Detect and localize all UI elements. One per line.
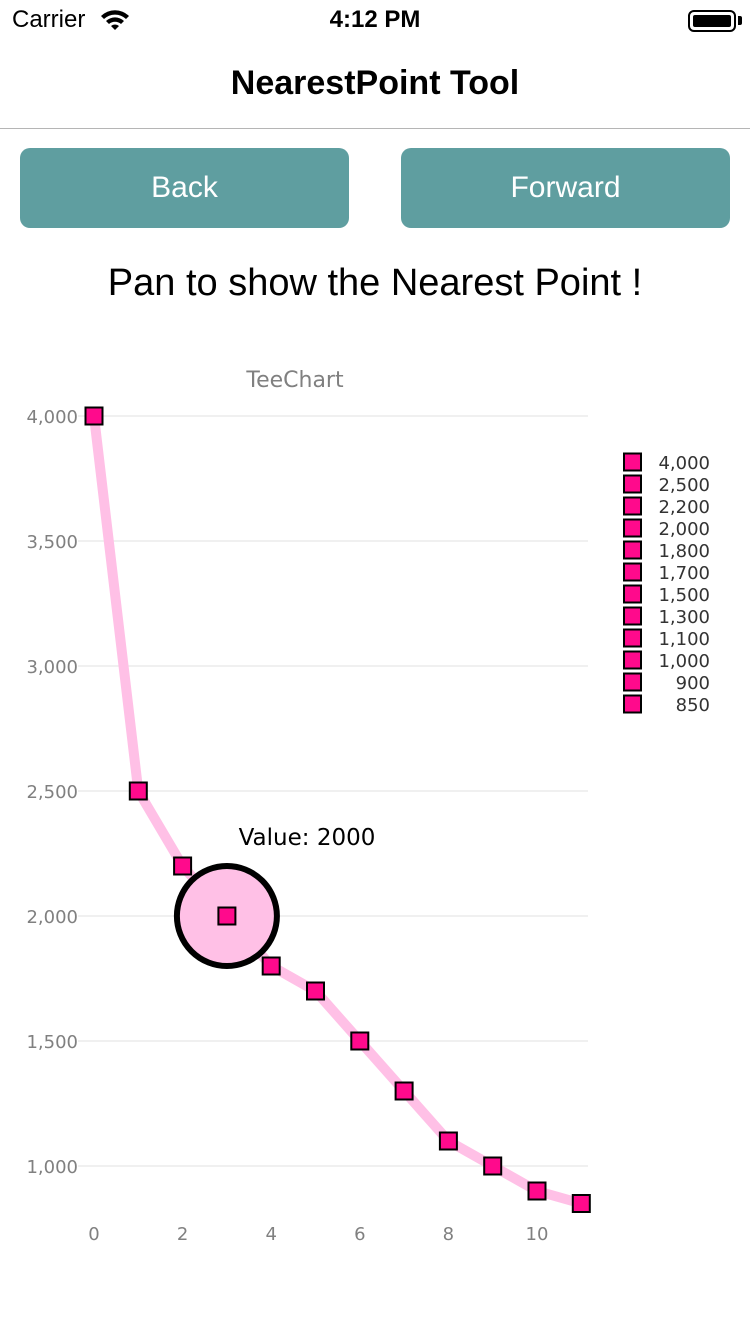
legend-label: 4,000 <box>658 453 710 474</box>
page-title: NearestPoint Tool <box>230 64 520 102</box>
data-point-marker <box>394 1081 414 1101</box>
legend-label: 850 <box>676 695 710 716</box>
legend-marker <box>623 540 642 560</box>
legend-label: 1,500 <box>658 585 710 606</box>
y-tick-label: 2,000 <box>26 907 78 928</box>
y-tick-label: 2,500 <box>26 782 78 803</box>
legend-marker <box>623 584 642 604</box>
legend-label: 2,200 <box>658 497 710 518</box>
wifi-icon <box>101 10 129 30</box>
back-button[interactable]: Back <box>20 148 349 228</box>
battery-icon <box>688 10 736 32</box>
chart-title: TeeChart <box>245 368 344 393</box>
y-tick-label: 3,000 <box>26 657 78 678</box>
data-point-marker <box>128 781 148 801</box>
forward-button[interactable]: Forward <box>401 148 730 228</box>
legend-marker <box>623 496 642 516</box>
data-point-marker <box>84 406 104 426</box>
data-point-marker <box>350 1031 370 1051</box>
legend-marker <box>623 474 642 494</box>
legend-marker <box>623 562 642 582</box>
status-bar: Carrier 4:12 PM <box>0 0 750 40</box>
data-point-marker <box>306 981 325 1001</box>
legend-label: 1,300 <box>658 607 710 628</box>
y-tick-label: 1,000 <box>26 1157 78 1178</box>
x-tick-label: 2 <box>177 1224 188 1245</box>
legend-marker <box>623 606 642 626</box>
data-point-marker <box>173 856 193 876</box>
carrier-label: Carrier <box>12 6 86 33</box>
legend-marker <box>623 650 642 670</box>
instruction-text: Pan to show the Nearest Point ! <box>107 262 643 304</box>
data-point-marker <box>217 906 237 926</box>
y-tick-label: 1,500 <box>26 1032 78 1053</box>
y-tick-label: 3,500 <box>26 532 78 553</box>
x-tick-label: 6 <box>354 1224 365 1245</box>
data-point-marker <box>527 1181 547 1201</box>
y-tick-label: 4,000 <box>26 407 78 428</box>
x-tick-label: 10 <box>526 1224 549 1245</box>
legend-marker <box>623 694 642 714</box>
x-tick-label: 4 <box>265 1224 276 1245</box>
data-point-marker <box>438 1131 458 1151</box>
data-point-marker <box>483 1156 503 1176</box>
legend-marker <box>623 518 642 538</box>
legend-label: 1,100 <box>658 629 710 650</box>
nearest-point-label: Value: 2000 <box>239 825 376 851</box>
x-tick-label: 0 <box>88 1224 99 1245</box>
status-time: 4:12 PM <box>329 6 421 33</box>
legend-label: 1,700 <box>658 563 710 584</box>
legend-marker <box>623 452 642 472</box>
legend-label: 1,000 <box>658 651 710 672</box>
chart[interactable]: TeeChart 1,000 1,500 2,000 2,500 3,000 3,500 4,… <box>0 340 750 1260</box>
legend-label: 900 <box>676 673 710 694</box>
legend-marker <box>623 672 642 692</box>
battery-nub <box>738 16 742 25</box>
legend-marker <box>623 628 642 648</box>
legend-label: 2,000 <box>658 519 710 540</box>
legend-label: 2,500 <box>658 475 710 496</box>
x-tick-label: 8 <box>443 1224 454 1245</box>
navigation-bar: NearestPoint Tool <box>0 40 750 129</box>
data-point-marker <box>571 1194 591 1213</box>
legend-label: 1,800 <box>658 541 710 562</box>
series-line <box>89 411 587 1209</box>
data-point-marker <box>261 956 281 976</box>
